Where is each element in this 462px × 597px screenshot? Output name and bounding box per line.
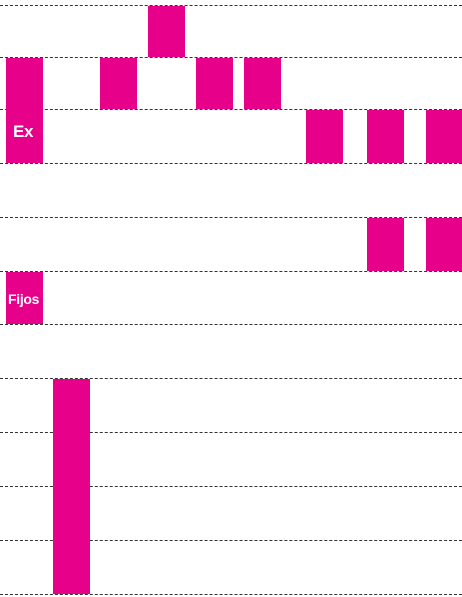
block[interactable]: [148, 6, 185, 57]
grid-line: [0, 378, 462, 379]
grid-line: [0, 5, 462, 6]
grid-line: [0, 540, 462, 541]
block[interactable]: [367, 218, 404, 271]
block-fijos[interactable]: [6, 272, 43, 324]
block[interactable]: [367, 110, 404, 163]
row-label-ex: Ex: [13, 122, 34, 141]
grid-line: [0, 432, 462, 433]
block[interactable]: [196, 58, 233, 109]
grid-line: [0, 271, 462, 272]
grid-line: [0, 217, 462, 218]
row-label-fijos: Fijos: [8, 291, 40, 307]
grid-line: [0, 486, 462, 487]
block[interactable]: [100, 58, 137, 109]
block-ex[interactable]: [6, 58, 43, 163]
block[interactable]: [306, 110, 343, 163]
grid-line: [0, 57, 462, 58]
grid-line: [0, 163, 462, 164]
grid-line: [0, 324, 462, 325]
block[interactable]: [426, 110, 462, 163]
block[interactable]: [53, 379, 90, 594]
block[interactable]: [244, 58, 281, 109]
block[interactable]: [426, 218, 462, 271]
grid-line: [0, 594, 462, 595]
grid-line: [0, 109, 462, 110]
